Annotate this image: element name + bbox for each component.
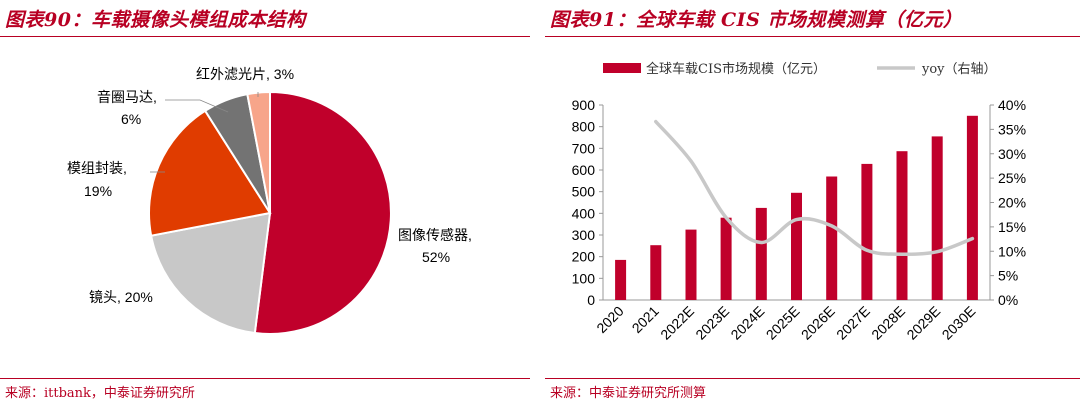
x-tick-label: 2022E <box>657 303 697 343</box>
x-tick-label: 2024E <box>727 303 767 343</box>
x-tick-label: 2028E <box>868 303 908 343</box>
y2-tick-label: 30% <box>998 146 1026 162</box>
x-tick-label: 2025E <box>763 303 803 343</box>
y-tick-label: 500 <box>572 184 596 200</box>
pie-slice <box>246 90 271 214</box>
x-tick-label: 2023E <box>692 303 732 343</box>
source-note: 来源：中泰证券研究所测算 <box>550 386 707 401</box>
y2-tick-label: 0% <box>998 292 1018 308</box>
y-tick-label: 600 <box>572 162 596 178</box>
source-divider <box>0 378 530 379</box>
slice-value: 19% <box>84 183 112 199</box>
title-divider <box>0 36 530 37</box>
pie-slice <box>148 109 272 237</box>
bar <box>685 229 697 300</box>
y2-tick-label: 35% <box>998 121 1026 137</box>
y-tick-label: 800 <box>572 119 596 135</box>
yoy-line <box>654 119 975 257</box>
bar <box>720 217 732 300</box>
y-tick-label: 400 <box>572 205 596 221</box>
y-tick-label: 200 <box>572 249 596 265</box>
title-divider <box>545 36 1080 37</box>
y-tick-label: 700 <box>572 140 596 156</box>
bar <box>650 245 662 300</box>
bar <box>966 115 978 300</box>
pie-slice <box>149 211 272 335</box>
slice-label: 镜头, 20% <box>89 289 153 305</box>
y-tick-label: 100 <box>572 270 596 286</box>
left-panel: 图表90：车载摄像头模组成本结构 图像传感器, 52% 镜头, 20% 模组封装, 19… <box>0 0 530 406</box>
y2-tick-label: 25% <box>998 170 1026 186</box>
bar-line-chart: 0 100 200 300 400 500 600 700 800 900 0% 5% 10% 15% 20… <box>572 61 1026 343</box>
bar <box>826 176 838 300</box>
y-tick-label: 900 <box>572 97 596 113</box>
chart-title: 图表91：全球车载 CIS 市场规模测算（亿元） <box>550 9 963 31</box>
pie-slice <box>253 90 392 335</box>
bar <box>755 207 767 300</box>
leader-line <box>165 99 229 113</box>
right-panel: 图表91：全球车载 CIS 市场规模测算（亿元） 0 100 200 300 400 50… <box>545 0 1080 406</box>
y2-tick-label: 40% <box>998 97 1026 113</box>
slice-value: 6% <box>121 111 141 127</box>
slice-label: 红外滤光片, 3% <box>196 66 294 82</box>
slice-value: 52% <box>422 249 450 265</box>
x-tick-label: 2020 <box>593 303 626 336</box>
y2-tick-label: 20% <box>998 195 1026 211</box>
x-tick-label: 2030E <box>939 303 979 343</box>
source-divider <box>545 378 1080 379</box>
y2-tick-label: 15% <box>998 219 1026 235</box>
legend-label-line: yoy（右轴） <box>921 62 997 77</box>
legend-label-bar: 全球车载CIS市场规模（亿元） <box>646 61 826 77</box>
y2-tick-label: 5% <box>998 268 1018 284</box>
bar <box>931 136 943 300</box>
y-tick-label: 300 <box>572 227 596 243</box>
bar <box>861 163 873 300</box>
y2-tick-label: 10% <box>998 243 1026 259</box>
bar <box>896 151 908 300</box>
source-note: 来源：ittbank，中泰证券研究所 <box>5 386 195 401</box>
slice-name: 音圈马达, <box>97 89 157 105</box>
slice-name: 模组封装, <box>67 160 127 176</box>
slice-name: 图像传感器, <box>398 227 472 243</box>
bar <box>615 259 627 300</box>
chart-title: 图表90：车载摄像头模组成本结构 <box>5 9 306 31</box>
y-tick-label: 0 <box>587 292 595 308</box>
pie-chart: 图像传感器, 52% 镜头, 20% 模组封装, 19% 音圈马达, 6% 红外滤光片, 3% <box>67 66 472 335</box>
x-tick-label: 2026E <box>798 303 838 343</box>
x-tick-label: 2029E <box>903 303 943 343</box>
bar <box>791 192 802 301</box>
x-tick-label: 2027E <box>833 303 873 343</box>
legend-swatch-bar <box>603 63 641 73</box>
